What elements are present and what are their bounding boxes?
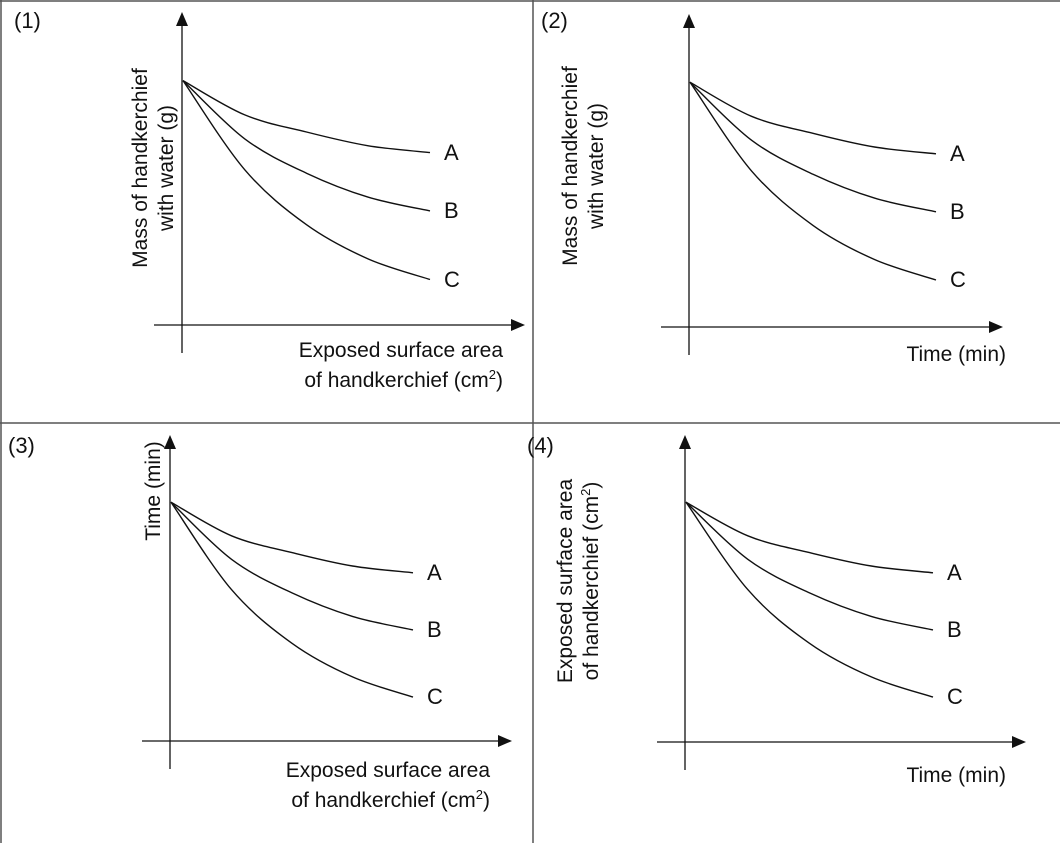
- curve-label-c: C: [444, 266, 460, 292]
- curve-label-b: B: [427, 616, 442, 642]
- chart-panel-4: (4) Exposed surface area of handkerchief…: [527, 423, 1060, 843]
- panel-label: (4): [527, 433, 554, 458]
- x-axis-label: Time (min): [733, 340, 1006, 370]
- curve-b: [170, 501, 414, 631]
- chart-panel-2: (2) Mass of handkerchief with water (g) …: [533, 0, 1060, 423]
- panel-label: (1): [14, 8, 41, 33]
- y-axis-label: Mass of handkerchief with water (g): [128, 43, 180, 293]
- curve-a: [685, 501, 934, 574]
- chart-panel-3: (3) Time (min) Exposed surface area of h…: [0, 423, 533, 843]
- y-axis-arrowhead: [176, 12, 188, 26]
- x-axis-arrowhead: [511, 319, 525, 331]
- x-axis-arrowhead: [989, 321, 1003, 333]
- curve-c: [689, 81, 937, 281]
- y-axis-label-line-1: Mass of handkerchief: [559, 66, 582, 266]
- x-axis-label: Exposed surface area of handkerchief (cm…: [200, 336, 503, 396]
- panel-label: (2): [541, 8, 568, 33]
- y-axis-label: Exposed surface area of handkerchief (cm…: [553, 456, 605, 706]
- curve-c: [170, 501, 414, 698]
- x-axis-label-line-2: of handkerchief (cm2): [304, 367, 503, 392]
- x-axis-arrowhead: [498, 735, 512, 747]
- plot-area: [142, 435, 512, 769]
- curve-c: [685, 501, 934, 698]
- curve-label-a: A: [947, 559, 962, 585]
- y-axis-label-line-2: with water (g): [585, 102, 608, 230]
- curve-label-c: C: [947, 684, 963, 710]
- curve-a: [689, 81, 937, 155]
- chart-panel-1: (1) Mass of handkerchief with water (g) …: [0, 0, 533, 423]
- curve-label-c: C: [950, 266, 966, 292]
- y-axis-arrowhead: [683, 14, 695, 28]
- y-axis-label: Mass of handkerchief with water (g): [558, 41, 610, 291]
- y-axis-label-line-1: Time (min): [142, 441, 165, 541]
- curve-label-c: C: [427, 684, 443, 710]
- plot-area: [657, 435, 1026, 770]
- curve-label-b: B: [950, 198, 965, 224]
- curve-b: [182, 80, 431, 212]
- curve-a: [170, 501, 414, 574]
- curve-label-b: B: [444, 197, 459, 223]
- x-axis-label-line-1: Exposed surface area: [298, 339, 503, 362]
- x-axis-label-line-1: Time (min): [906, 343, 1006, 366]
- x-axis-label: Exposed surface area of handkerchief (cm…: [186, 756, 490, 816]
- curve-label-a: A: [444, 139, 459, 165]
- curve-label-b: B: [947, 616, 962, 642]
- curve-b: [685, 501, 934, 631]
- panel-label: (3): [8, 433, 35, 458]
- x-axis-label: Time (min): [733, 761, 1006, 791]
- plot-area: [154, 12, 525, 353]
- y-axis-label-line-2: of handkerchief (cm2): [578, 481, 603, 681]
- curve-label-a: A: [427, 559, 442, 585]
- curve-a: [182, 79, 431, 154]
- y-axis-arrowhead: [679, 435, 691, 449]
- x-axis-label-line-1: Exposed surface area: [285, 759, 490, 782]
- curve-b: [689, 81, 937, 213]
- y-axis-label-line-1: Mass of handkerchief: [129, 68, 152, 268]
- x-axis-label-line-1: Time (min): [906, 764, 1006, 787]
- plot-area: [661, 14, 1003, 355]
- y-axis-label-line-2: with water (g): [155, 104, 178, 232]
- curve-label-a: A: [950, 140, 965, 166]
- y-axis-arrowhead: [164, 435, 176, 449]
- curve-c: [182, 80, 431, 281]
- y-axis-label-line-1: Exposed surface area: [554, 478, 577, 684]
- y-axis-label: Time (min): [141, 421, 167, 561]
- x-axis-label-line-2: of handkerchief (cm2): [291, 787, 490, 812]
- x-axis-arrowhead: [1012, 736, 1026, 748]
